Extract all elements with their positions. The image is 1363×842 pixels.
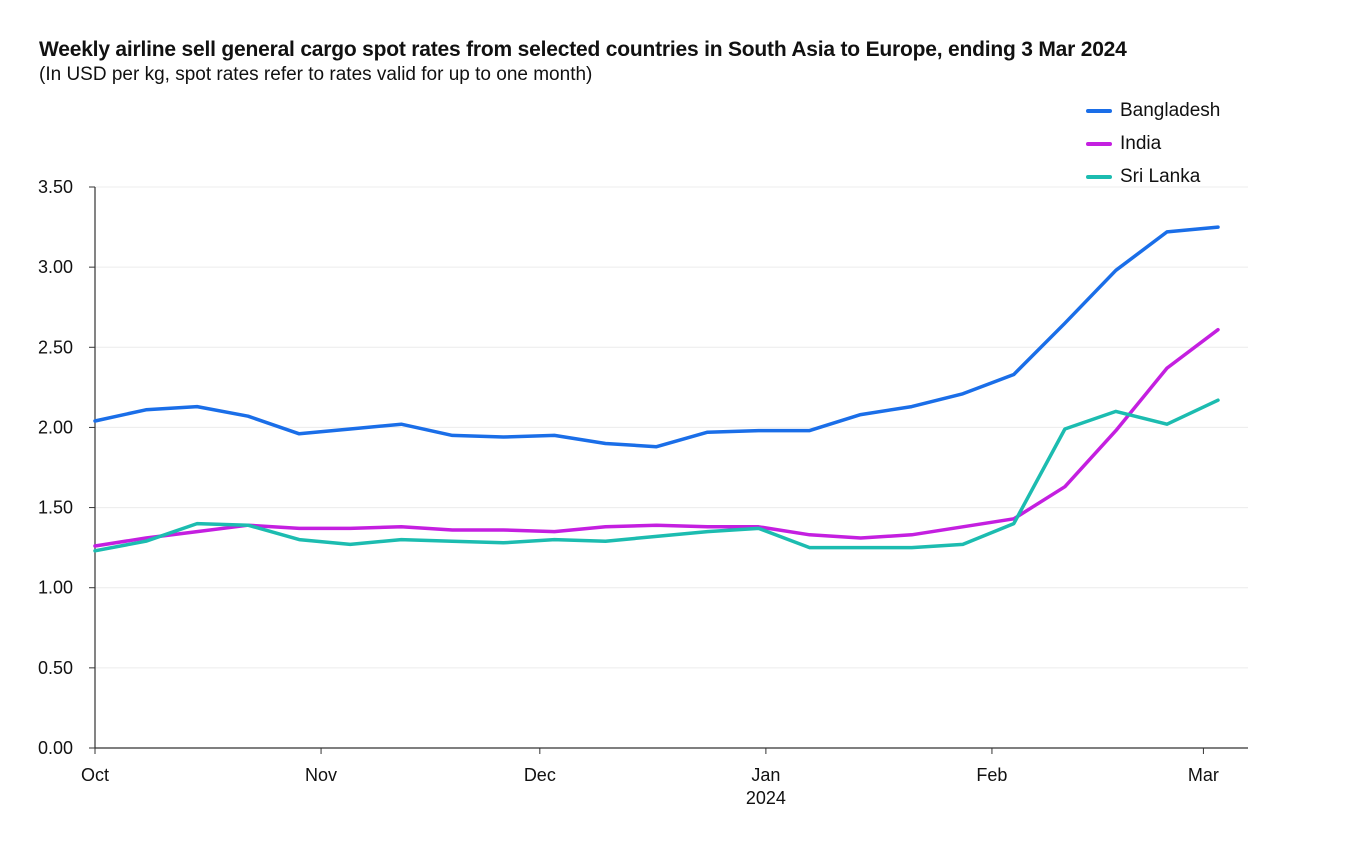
legend-swatch-bangladesh [1086,108,1112,113]
x-tick-label-1: Nov [305,765,337,785]
x-tick-label-0: Oct [81,765,109,785]
y-tick-label-2: 1.00 [38,578,73,598]
legend: Bangladesh India Sri Lanka [1086,94,1220,193]
x-tick-sublabel-3: 2024 [746,788,786,808]
legend-item-sri-lanka: Sri Lanka [1086,160,1220,193]
legend-label-india: India [1120,132,1162,154]
series-line-bangladesh [93,225,1220,449]
y-tick-label-1: 0.50 [38,658,73,678]
legend-swatch-sri-lanka [1086,174,1112,179]
legend-item-india: India [1086,127,1220,160]
y-tick-label-0: 0.00 [38,738,73,758]
chart-subtitle: (In USD per kg, spot rates refer to rate… [39,64,593,85]
x-tick-label-2: Dec [524,765,556,785]
y-tick-label-7: 3.50 [38,177,73,197]
chart-title: Weekly airline sell general cargo spot r… [39,38,1127,61]
y-tick-label-6: 3.00 [38,257,73,277]
y-tick-label-4: 2.00 [38,417,73,437]
legend-label-sri-lanka: Sri Lanka [1120,165,1201,187]
legend-swatch-india [1086,141,1112,146]
y-tick-label-5: 2.50 [38,337,73,357]
y-tick-label-3: 1.50 [38,498,73,518]
x-tick-label-3: Jan [751,765,780,785]
legend-label-bangladesh: Bangladesh [1120,99,1221,121]
x-tick-label-4: Feb [976,765,1007,785]
series-line-india [93,327,1220,548]
legend-item-bangladesh: Bangladesh [1086,94,1220,127]
x-tick-label-5: Mar [1188,765,1219,785]
series-line-sri-lanka [93,398,1220,553]
